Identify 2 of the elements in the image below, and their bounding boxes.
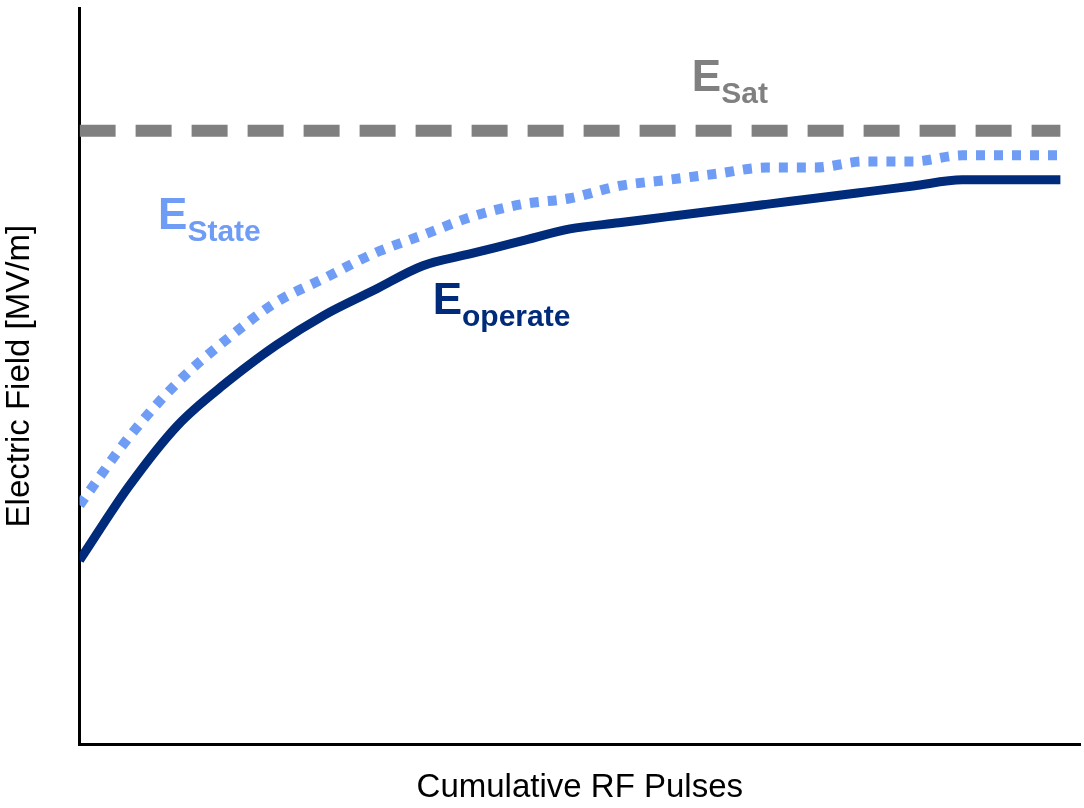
x-axis-title: Cumulative RF Pulses — [416, 767, 744, 805]
y-axis-title: Electric Field [MV/m] — [0, 224, 36, 528]
